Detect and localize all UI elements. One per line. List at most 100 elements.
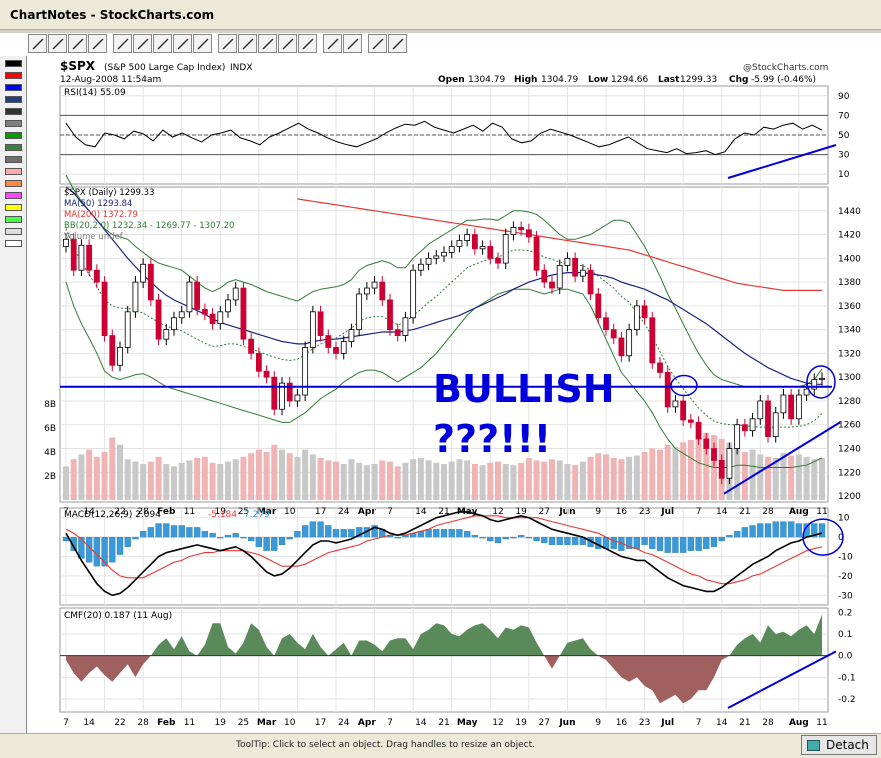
macd-cross-circle[interactable] <box>802 518 844 556</box>
undo-button[interactable] <box>368 34 387 53</box>
macd-histogram-bar <box>595 536 602 549</box>
palette-swatch[interactable] <box>5 168 22 175</box>
x-tick-label: 21 <box>438 507 449 517</box>
rectangle-icon <box>117 38 129 50</box>
properties-button[interactable] <box>388 34 407 53</box>
rsi-trendline[interactable] <box>727 144 837 179</box>
palette-swatch[interactable] <box>5 192 22 199</box>
volume-bar <box>410 459 417 500</box>
palette-swatch[interactable] <box>5 60 22 67</box>
volume-bar <box>117 444 123 500</box>
palette-swatch[interactable] <box>5 156 22 163</box>
volume-bar <box>549 459 555 500</box>
bullish-annotation[interactable]: BULLISH <box>433 367 615 411</box>
candle-body <box>772 412 779 438</box>
y-tick-label: -10 <box>838 553 853 563</box>
macd-histogram-bar <box>633 536 641 549</box>
macd-histogram-bar <box>541 536 548 544</box>
palette-swatch[interactable] <box>5 180 22 187</box>
macd-histogram-bar <box>209 533 216 538</box>
shift-right-button[interactable] <box>343 34 362 53</box>
volume-bar <box>556 460 563 500</box>
vertical-lines-button[interactable] <box>238 34 257 53</box>
x-tick-label: Feb <box>157 507 176 517</box>
macd-histogram-bar <box>818 523 826 538</box>
macd-histogram-bar <box>178 525 185 538</box>
palette-swatch[interactable] <box>5 108 22 115</box>
palette-swatch[interactable] <box>5 144 22 151</box>
rsi-legend: RSI(14) 55.09 <box>64 88 126 98</box>
macd-histogram-bar <box>625 536 633 549</box>
bb-lower-line <box>65 281 823 468</box>
candle-body <box>417 263 424 271</box>
volume-bar <box>765 456 771 500</box>
palette-swatch[interactable] <box>5 228 22 235</box>
palette-swatch[interactable] <box>5 132 22 139</box>
palette-swatch[interactable] <box>5 216 22 223</box>
volume-bar <box>695 437 702 500</box>
cmf-trendline[interactable] <box>727 650 837 709</box>
macd-histogram-bar <box>448 529 455 538</box>
macd-histogram-bar <box>255 536 263 547</box>
horizontal-line-button[interactable] <box>68 34 87 53</box>
volume-tick-label: 2B <box>44 472 56 482</box>
palette-swatch[interactable] <box>5 84 22 91</box>
breakdown-circle[interactable] <box>670 374 698 397</box>
candle-body <box>633 305 640 331</box>
macd-histogram-bar <box>487 536 494 542</box>
question-annotation[interactable]: ???!!! <box>433 417 551 461</box>
callout-button[interactable] <box>173 34 192 53</box>
volume-bar <box>803 456 810 500</box>
brand-label: @StockCharts.com <box>743 63 828 73</box>
parallel-lines-button[interactable] <box>258 34 277 53</box>
volume-bar <box>309 454 316 500</box>
volume-bar <box>78 454 85 500</box>
candle-body <box>209 313 216 325</box>
x-tick-label: 28 <box>762 507 774 517</box>
candle-body <box>302 347 309 396</box>
palette-swatch[interactable] <box>5 204 22 211</box>
candle-body <box>649 317 656 364</box>
fib-lines-button[interactable] <box>218 34 237 53</box>
y-tick-label: 90 <box>838 92 850 102</box>
candle-body <box>394 329 401 336</box>
vertical-line-button[interactable] <box>88 34 107 53</box>
trend-channel-button[interactable] <box>278 34 297 53</box>
rectangle-button[interactable] <box>113 34 132 53</box>
segment-button[interactable] <box>298 34 317 53</box>
arrow-button[interactable] <box>193 34 212 53</box>
select-pointer-button[interactable] <box>28 34 47 53</box>
macd-histogram-bar <box>325 525 332 538</box>
volume-bar <box>232 459 239 500</box>
price-trendline[interactable] <box>723 421 841 495</box>
ellipse-button[interactable] <box>133 34 152 53</box>
bb-upper-line <box>65 174 823 388</box>
palette-swatch[interactable] <box>5 96 22 103</box>
x-tick-label: 22 <box>114 718 125 728</box>
volume-bar <box>363 465 370 500</box>
shift-left-button[interactable] <box>323 34 342 53</box>
volume-bar <box>86 449 93 500</box>
x-tick-label: 12 <box>492 507 503 517</box>
palette-swatch[interactable] <box>5 72 22 79</box>
candle-body <box>379 281 386 301</box>
candle-body <box>117 347 123 366</box>
palette-swatch[interactable] <box>5 240 22 247</box>
candle-body <box>456 240 463 247</box>
chart-area[interactable]: $SPX (S&P 500 Large Cap Index) INDX 12-A… <box>28 56 880 734</box>
macd-histogram-bar <box>479 536 486 539</box>
candle-body <box>595 293 602 319</box>
macd-histogram-bar <box>525 536 533 539</box>
candle-body <box>765 400 771 438</box>
palette-swatch[interactable] <box>5 120 22 127</box>
breakout-circle[interactable] <box>806 365 836 399</box>
candle-body <box>734 424 741 449</box>
text-button[interactable] <box>153 34 172 53</box>
detach-button[interactable]: Detach <box>801 735 877 755</box>
x-tick-label: 7 <box>696 718 702 728</box>
ma200-line <box>297 198 822 291</box>
volume-bar <box>664 444 671 500</box>
macd-histogram-bar <box>517 535 525 538</box>
line-button[interactable] <box>48 34 67 53</box>
candle-body <box>741 424 748 432</box>
